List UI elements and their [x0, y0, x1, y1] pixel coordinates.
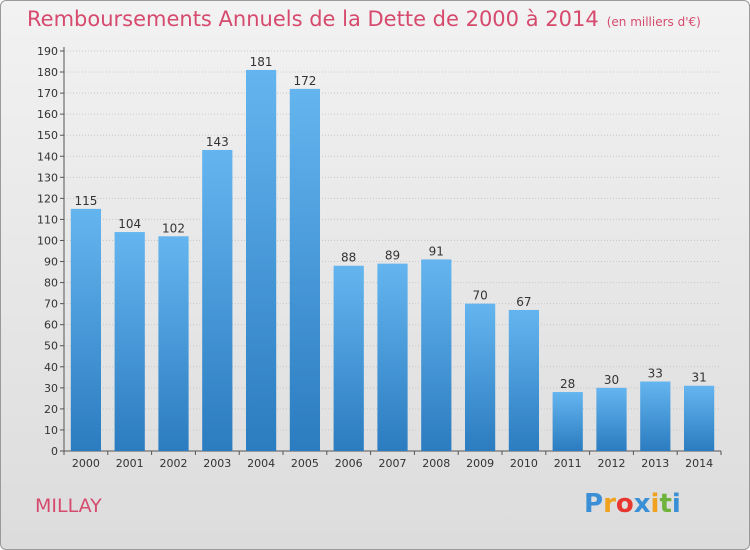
logo-letter: x [633, 489, 651, 519]
bar-2000 [70, 208, 102, 451]
data-label-2014: 31 [691, 371, 706, 385]
data-label-2010: 67 [516, 295, 531, 309]
y-tick-label: 130 [37, 171, 58, 184]
x-tick-label-2002: 2002 [160, 457, 188, 470]
chart-title: Remboursements Annuels de la Dette de 20… [27, 7, 701, 31]
x-tick-label-2005: 2005 [291, 457, 319, 470]
bar-2005 [289, 88, 321, 451]
y-tick-label: 160 [37, 108, 58, 121]
data-label-2005: 172 [293, 74, 316, 88]
x-tick-label-2014: 2014 [685, 457, 713, 470]
y-tick-label: 0 [51, 445, 58, 458]
y-tick-label: 180 [37, 66, 58, 79]
bar-2007 [377, 263, 408, 451]
x-tick-label-2007: 2007 [379, 457, 407, 470]
chart-subtitle: (en milliers d'€) [606, 15, 701, 29]
bar-2012 [596, 387, 627, 451]
x-tick-label-2011: 2011 [554, 457, 582, 470]
logo-letter: r [603, 489, 616, 519]
data-label-2013: 33 [648, 367, 663, 381]
data-label-2003: 143 [206, 135, 229, 149]
proxiti-logo: Proxiti [584, 489, 681, 519]
bar-2009 [464, 303, 496, 451]
y-tick-label: 100 [37, 234, 58, 247]
bar-2001 [114, 232, 145, 451]
logo-letter: i [671, 489, 681, 519]
y-tick-label: 140 [37, 150, 58, 163]
bar-2004 [245, 69, 277, 452]
y-tick-label: 150 [37, 129, 58, 142]
data-label-2007: 89 [385, 249, 400, 263]
data-label-2012: 30 [604, 373, 619, 387]
bars [70, 69, 715, 452]
data-label-2000: 115 [74, 194, 97, 208]
bar-2010 [508, 309, 540, 451]
data-label-2009: 70 [472, 289, 487, 303]
x-tick-label-2008: 2008 [422, 457, 450, 470]
y-tick-label: 60 [44, 319, 58, 332]
y-tick-label: 70 [44, 298, 58, 311]
x-tick-label-2000: 2000 [72, 457, 100, 470]
y-tick-label: 90 [44, 256, 58, 269]
data-label-2002: 102 [162, 221, 185, 235]
y-tick-label: 30 [44, 382, 58, 395]
x-tick-label-2012: 2012 [598, 457, 626, 470]
logo-letter: i [650, 489, 660, 519]
x-tick-label-2010: 2010 [510, 457, 538, 470]
x-tick-label-2004: 2004 [247, 457, 275, 470]
y-tick-label: 120 [37, 192, 58, 205]
bar-2013 [640, 381, 671, 451]
bar-2008 [421, 259, 452, 451]
data-label-2001: 104 [118, 217, 141, 231]
data-label-2008: 91 [429, 244, 444, 258]
y-tick-label: 10 [44, 424, 58, 437]
y-tick-label: 80 [44, 277, 58, 290]
y-tick-label: 50 [44, 340, 58, 353]
y-tick-label: 20 [44, 403, 58, 416]
y-tick-label: 40 [44, 361, 58, 374]
x-tick-label-2013: 2013 [641, 457, 669, 470]
y-tick-label: 110 [37, 213, 58, 226]
logo-letter: P [584, 489, 604, 519]
data-label-2006: 88 [341, 251, 356, 265]
x-tick-label-2003: 2003 [203, 457, 231, 470]
bar-2003 [202, 149, 233, 451]
commune-name: MILLAY [35, 495, 102, 517]
logo-letter: o [615, 489, 634, 519]
data-label-2011: 28 [560, 377, 575, 391]
bar-2006 [333, 265, 364, 451]
x-tick-label-2006: 2006 [335, 457, 363, 470]
y-tick-label: 170 [37, 87, 58, 100]
x-tick-label-2009: 2009 [466, 457, 494, 470]
labels: 0 10 20 30 40 50 60 70 80 90 100 110 120 130 140 150 160… [37, 45, 713, 470]
data-label-2004: 181 [250, 55, 273, 69]
x-tick-label-2001: 2001 [116, 457, 144, 470]
bar-2011 [552, 392, 583, 451]
bar-2002 [158, 236, 189, 451]
y-tick-label: 190 [37, 45, 58, 58]
bar-2014 [683, 385, 715, 451]
logo-letter: t [659, 489, 672, 519]
